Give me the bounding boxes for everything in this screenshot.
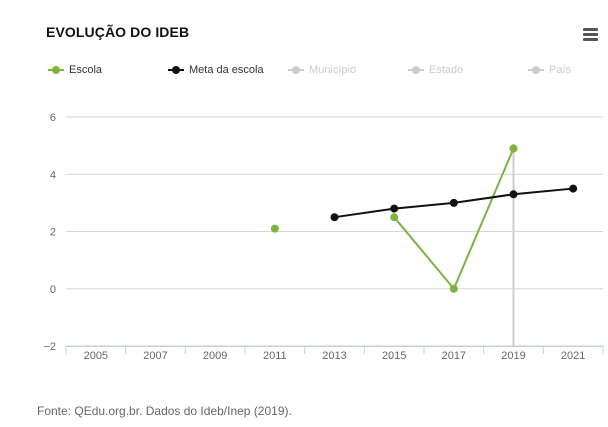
- data-point-escola: [390, 213, 399, 222]
- x-tick-label: 2005: [84, 350, 108, 362]
- menu-bar-middle: [583, 33, 598, 36]
- legend-symbol-estado: [408, 65, 424, 75]
- legend-label-estado: Estado: [429, 64, 464, 76]
- chart-title: EVOLUÇÃO DO IDEB: [46, 24, 190, 40]
- legend-symbol-escola: [48, 65, 64, 75]
- x-tick-label: 2019: [501, 350, 525, 362]
- y-tick-label: 0: [50, 284, 56, 296]
- series-line-meta-da-escola: [334, 207, 395, 219]
- source-note: Fonte: QEdu.org.br. Dados do Ideb/Inep (…: [37, 404, 292, 418]
- series-line-escola: [393, 216, 455, 290]
- series-line-meta-da-escola: [513, 187, 574, 196]
- legend-label-municipio: Município: [309, 64, 357, 76]
- data-point-meta-da-escola: [449, 198, 458, 207]
- chart-legend: Escola Meta da escola Município Estado P…: [0, 63, 608, 77]
- x-tick-label: 2009: [203, 350, 227, 362]
- legend-label-escola: Escola: [69, 64, 103, 76]
- data-point-meta-da-escola: [509, 190, 518, 199]
- data-point-meta-da-escola: [330, 213, 339, 222]
- y-tick-label: 6: [50, 112, 56, 124]
- data-point-escola: [509, 144, 518, 153]
- data-point-meta-da-escola: [390, 204, 399, 213]
- y-tick-label: 4: [50, 169, 56, 181]
- x-tick-label: 2017: [442, 350, 466, 362]
- legend-label-meta-da-escola: Meta da escola: [189, 64, 264, 76]
- y-tick-label: 2: [50, 227, 56, 239]
- legend-label-pais: País: [549, 64, 572, 76]
- series-line-meta-da-escola: [453, 193, 514, 204]
- y-tick-label: −2: [43, 341, 56, 353]
- hamburger-menu-icon[interactable]: [582, 27, 600, 43]
- menu-bar-top: [583, 28, 598, 31]
- legend-symbol-pais: [528, 65, 544, 75]
- series-line-meta-da-escola: [394, 201, 454, 210]
- x-tick-label: 2007: [143, 350, 167, 362]
- series-line-escola: [452, 148, 515, 290]
- data-point-escola: [449, 284, 458, 293]
- legend-symbol-municipio: [288, 65, 304, 75]
- x-tick-label: 2021: [561, 350, 585, 362]
- legend-symbol-meta-da-escola: [168, 65, 184, 75]
- x-tick-label: 2013: [322, 350, 346, 362]
- data-point-escola: [270, 224, 279, 233]
- x-tick-label: 2011: [263, 350, 287, 362]
- x-tick-label: 2015: [382, 350, 406, 362]
- menu-bar-bottom: [583, 38, 598, 41]
- data-point-meta-da-escola: [569, 184, 578, 193]
